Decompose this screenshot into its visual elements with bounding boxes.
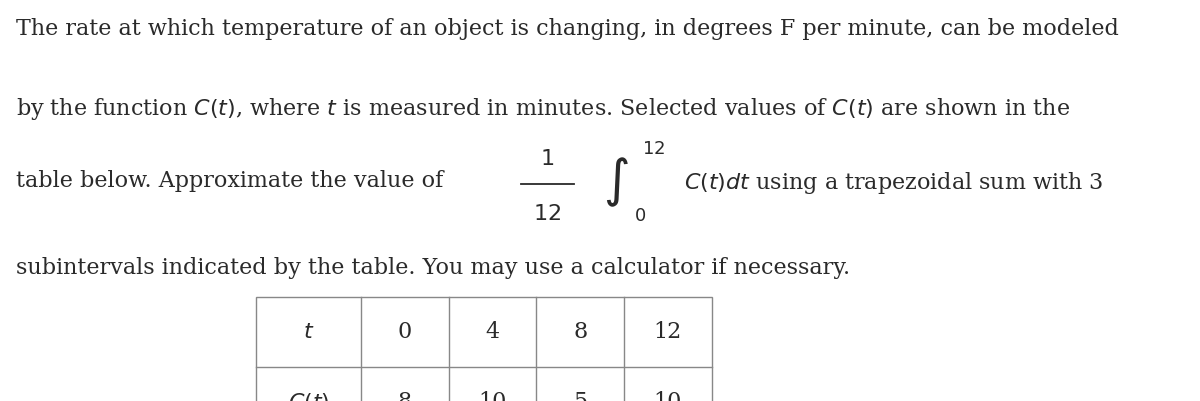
Text: 0: 0 [398, 321, 412, 343]
Text: 5: 5 [574, 391, 587, 401]
Text: subintervals indicated by the table. You may use a calculator if necessary.: subintervals indicated by the table. You… [16, 257, 850, 279]
Text: 8: 8 [398, 391, 412, 401]
Text: $12$: $12$ [642, 140, 665, 158]
Text: 4: 4 [486, 321, 499, 343]
Text: The rate at which temperature of an object is changing, in degrees F per minute,: The rate at which temperature of an obje… [16, 18, 1118, 40]
Text: table below. Approximate the value of: table below. Approximate the value of [16, 170, 450, 192]
Text: $\int$: $\int$ [602, 156, 629, 209]
Text: $12$: $12$ [533, 203, 562, 225]
Text: $C(t)$: $C(t)$ [288, 391, 329, 401]
Text: 8: 8 [574, 321, 587, 343]
Text: $1$: $1$ [540, 148, 554, 170]
Text: 12: 12 [654, 321, 682, 343]
Text: 10: 10 [654, 391, 682, 401]
Text: 10: 10 [479, 391, 506, 401]
Text: by the function $C(t)$, where $t$ is measured in minutes. Selected values of $C(: by the function $C(t)$, where $t$ is mea… [16, 96, 1069, 122]
Text: $0$: $0$ [634, 207, 646, 225]
Text: $C(t)dt$ using a trapezoidal sum with 3: $C(t)dt$ using a trapezoidal sum with 3 [684, 170, 1104, 196]
Text: $t$: $t$ [302, 321, 314, 343]
